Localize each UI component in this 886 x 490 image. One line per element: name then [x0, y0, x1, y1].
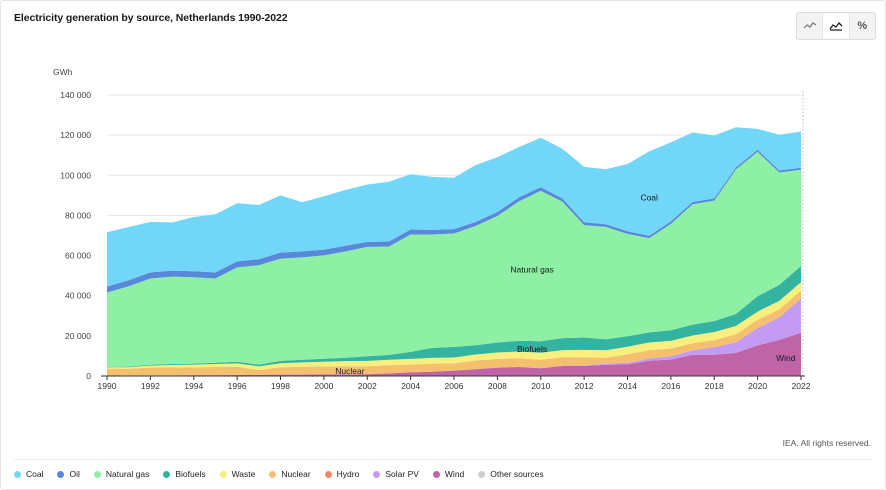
legend-item-nuclear[interactable]: Nuclear	[269, 469, 311, 479]
x-tick-label: 2010	[531, 381, 550, 391]
legend-swatch	[14, 470, 21, 478]
area-biofuels[interactable]	[107, 266, 801, 368]
percent-toggle[interactable]: %	[849, 13, 875, 39]
area-chart: 0 20 000 40 000 60 000 80 000 100 000 120 000 1…	[53, 67, 811, 391]
legend-item-wind[interactable]: Wind	[432, 469, 465, 479]
legend-label: Solar PV	[385, 469, 419, 479]
legend-item-biofuels[interactable]: Biofuels	[163, 469, 206, 479]
area-label: Nuclear	[335, 366, 364, 376]
area-coal[interactable]	[107, 127, 801, 287]
legend-item-oil[interactable]: Oil	[57, 469, 80, 479]
chart-title: Electricity generation by source, Nether…	[14, 12, 288, 24]
y-tick-label: 60 000	[65, 251, 91, 261]
legend-item-solar-pv[interactable]: Solar PV	[373, 469, 419, 479]
legend-item-hydro[interactable]: Hydro	[324, 469, 360, 479]
legend-item-other-sources[interactable]: Other sources	[478, 469, 544, 479]
legend-swatch	[269, 470, 277, 478]
area-nuclear[interactable]	[107, 290, 801, 376]
legend-swatch	[478, 470, 486, 478]
x-tick-label: 1990	[98, 381, 117, 391]
legend-label: Biofuels	[175, 469, 206, 479]
legend-label: Waste	[231, 469, 256, 479]
legend-item-waste[interactable]: Waste	[219, 469, 256, 479]
line-chart-icon	[803, 22, 816, 29]
x-tick-label: 2002	[358, 381, 377, 391]
line-chart-toggle[interactable]	[797, 13, 824, 39]
legend-label: Coal	[26, 469, 44, 479]
percent-icon: %	[857, 20, 868, 32]
legend-swatch	[432, 470, 440, 478]
x-tick-label: 2012	[575, 381, 594, 391]
y-tick-label: 120 000	[60, 130, 91, 140]
x-tick-label: 2000	[314, 381, 333, 391]
legend-label: Nuclear	[281, 469, 311, 479]
legend-label: Other sources	[490, 469, 544, 479]
legend-item-natural-gas[interactable]: Natural gas	[93, 469, 150, 479]
legend-swatch	[373, 470, 381, 478]
y-tick-label: 0	[86, 371, 91, 381]
x-tick-label: 2014	[618, 381, 637, 391]
legend-label: Oil	[69, 469, 80, 479]
area-label: Wind	[776, 353, 796, 363]
credit-text: IEA. All rights reserved.	[782, 438, 871, 448]
y-tick-label: 140 000	[60, 90, 91, 100]
area-series	[107, 127, 801, 376]
area-label: Biofuels	[517, 344, 547, 354]
legend-item-coal[interactable]: Coal	[14, 469, 43, 479]
area-labels: Coal Natural gas Biofuels Nuclear Wind	[335, 192, 796, 376]
area-oil[interactable]	[107, 149, 801, 293]
legend-swatch	[324, 470, 332, 478]
legend-swatch	[57, 470, 65, 478]
area-natural-gas[interactable]	[107, 151, 801, 367]
legend-label: Hydro	[336, 469, 360, 479]
legend-label: Wind	[444, 469, 465, 479]
area-chart-toggle[interactable]	[823, 13, 850, 39]
legend-swatch	[219, 470, 227, 478]
y-tick-label: 80 000	[65, 210, 91, 220]
x-tick-label: 2006	[445, 381, 464, 391]
area-waste[interactable]	[107, 282, 801, 370]
y-tick-label: 20 000	[65, 331, 91, 341]
x-tick-label: 2016	[661, 381, 680, 391]
x-tick-label: 2020	[748, 381, 767, 391]
legend-divider	[14, 459, 872, 460]
legend-swatch	[93, 470, 101, 478]
x-tick-label: 1992	[141, 381, 160, 391]
x-tick-label: 1996	[228, 381, 247, 391]
y-tick-label: 40 000	[65, 291, 91, 301]
chart-type-toggle: %	[796, 12, 876, 40]
x-tick-label: 1998	[271, 381, 290, 391]
axes: 0 20 000 40 000 60 000 80 000 100 000 120 000 1…	[53, 67, 811, 391]
legend-swatch	[163, 470, 171, 478]
area-wind[interactable]	[107, 332, 801, 376]
area-chart-icon	[829, 22, 843, 31]
legend: Coal Oil Natural gas Biofuels Waste Nuclear Hy…	[14, 469, 558, 479]
area-label: Natural gas	[510, 265, 553, 275]
x-tick-label: 1994	[184, 381, 203, 391]
x-tick-label: 2018	[705, 381, 724, 391]
area-label: Coal	[640, 192, 658, 202]
x-tick-label: 2008	[488, 381, 507, 391]
x-tick-label: 2022	[792, 381, 811, 391]
y-tick-label: 100 000	[60, 170, 91, 180]
legend-label: Natural gas	[105, 469, 150, 479]
y-axis-label: GWh	[53, 67, 73, 77]
x-tick-label: 2004	[401, 381, 420, 391]
